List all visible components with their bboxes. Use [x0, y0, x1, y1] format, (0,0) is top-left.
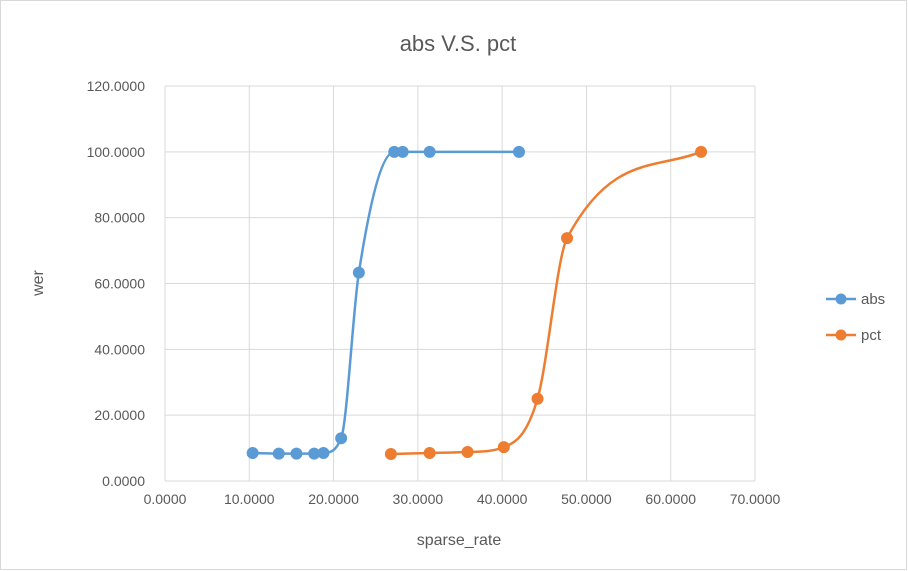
data-point-abs[interactable]: [423, 145, 436, 158]
gridlines: [164, 85, 756, 482]
data-point-abs[interactable]: [513, 145, 525, 158]
data-point-pct[interactable]: [561, 232, 574, 245]
legend-swatch-marker: [835, 329, 847, 341]
data-point-abs[interactable]: [290, 447, 303, 460]
data-point-pct[interactable]: [531, 392, 544, 405]
y-axis-label: wer: [30, 269, 47, 296]
x-tick-label: 60.0000: [645, 491, 696, 507]
x-tick-label: 50.0000: [561, 491, 612, 507]
legend-item-pct: pct: [826, 327, 882, 344]
data-point-abs[interactable]: [272, 447, 285, 460]
data-point-abs[interactable]: [352, 266, 365, 279]
series-group: [246, 145, 708, 461]
chart-title: abs V.S. pct: [400, 31, 517, 56]
data-point-abs[interactable]: [335, 432, 348, 445]
x-tick-label: 10.0000: [224, 491, 275, 507]
x-tick-label: 0.0000: [144, 491, 187, 507]
x-tick-label: 40.0000: [477, 491, 528, 507]
series-abs: [246, 145, 525, 460]
y-tick-label: 0.0000: [102, 473, 145, 489]
y-axis-ticks: 0.0000 20.0000 40.0000 60.0000 80.0000 100.00…: [87, 78, 146, 489]
series-pct: [384, 145, 708, 461]
data-point-pct[interactable]: [384, 448, 397, 461]
x-axis-label: sparse_rate: [417, 532, 502, 549]
y-tick-label: 60.0000: [94, 276, 145, 292]
data-point-abs[interactable]: [317, 447, 330, 460]
legend-swatch-marker: [835, 293, 847, 305]
data-point-pct[interactable]: [497, 441, 510, 454]
x-tick-label: 70.0000: [730, 491, 781, 507]
data-point-pct[interactable]: [461, 446, 474, 459]
legend-label: abs: [861, 291, 885, 308]
data-point-pct[interactable]: [423, 447, 436, 460]
data-point-abs[interactable]: [246, 447, 259, 460]
y-tick-label: 100.0000: [87, 144, 146, 160]
y-tick-label: 80.0000: [94, 210, 145, 226]
y-tick-label: 40.0000: [94, 341, 145, 357]
data-point-pct[interactable]: [695, 145, 708, 158]
legend: abs pct: [826, 291, 885, 344]
data-point-abs[interactable]: [396, 145, 409, 158]
legend-label: pct: [861, 327, 882, 344]
y-tick-label: 20.0000: [94, 407, 145, 423]
legend-item-abs: abs: [826, 291, 885, 308]
x-axis-ticks: 0.0000 10.0000 20.0000 30.0000 40.0000 50.000…: [144, 491, 781, 507]
x-tick-label: 20.0000: [308, 491, 359, 507]
y-tick-label: 120.0000: [87, 78, 146, 94]
x-tick-label: 30.0000: [393, 491, 444, 507]
